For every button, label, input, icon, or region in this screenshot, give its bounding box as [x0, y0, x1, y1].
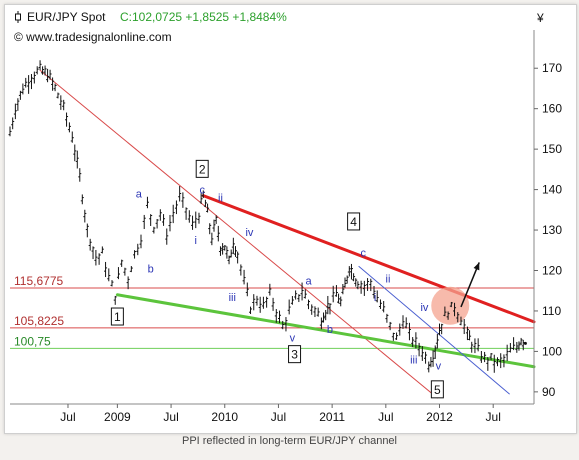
currency-symbol: ¥: [536, 11, 544, 25]
sub-wave-label: c: [199, 185, 205, 197]
wave-count-label: 4: [350, 215, 357, 229]
y-tick-label: 160: [542, 102, 562, 116]
wave-count-label: 1: [114, 310, 121, 324]
y-tick-label: 90: [542, 385, 556, 399]
price-level-label: 100,75: [14, 334, 51, 348]
quote-readout: C:102,0725 +1,8525 +1,8484%: [120, 10, 287, 24]
price-series: [8, 60, 527, 373]
y-tick-label: 150: [542, 142, 562, 156]
price-level-label: 105,8225: [14, 314, 64, 328]
blue-trend-line: [358, 265, 510, 395]
sub-wave-label: v: [290, 332, 296, 344]
sub-wave-label: a: [305, 276, 312, 288]
arrow-head: [473, 262, 480, 271]
sub-wave-label: ii: [386, 274, 391, 286]
y-tick-label: 130: [542, 223, 562, 237]
wave-count-label: 5: [434, 383, 441, 397]
sub-wave-label: a: [136, 189, 143, 201]
sub-wave-label: i: [374, 292, 376, 304]
source-credit: © www.tradesignalonline.com: [14, 30, 172, 44]
wave-box: [347, 212, 361, 231]
last-price-point: [523, 341, 527, 345]
wave-box: [110, 307, 124, 326]
chart-header: EUR/JPY Spot C:102,0725 +1,8525 +1,8484%…: [14, 10, 544, 44]
x-tick-label: Jul: [378, 410, 393, 424]
red-channel-line: [201, 194, 536, 324]
x-tick-label: Jul: [163, 410, 178, 424]
sub-wave-label: v: [436, 361, 442, 373]
wave-count-label: 2: [199, 162, 206, 176]
instrument-title: EUR/JPY Spot: [27, 10, 106, 24]
wave-box: [288, 345, 302, 364]
axes: 90 100 110 120 130 140 150 160 170 Jul 2009 Jul 2010…: [10, 30, 562, 424]
x-tick-label: 2012: [426, 410, 453, 424]
y-tick-label: 170: [542, 61, 562, 75]
sub-wave-label: b: [148, 263, 154, 275]
sub-wave-label: ii: [218, 193, 223, 205]
x-tick-label: Jul: [486, 410, 501, 424]
y-tick-label: 100: [542, 344, 562, 358]
thin-red-diagonal: [39, 69, 438, 399]
bar-chart-icon: [15, 11, 21, 23]
sub-wave-label: i: [195, 235, 197, 247]
sub-wave-label: c: [361, 247, 367, 259]
sub-wave-label: iii: [410, 355, 417, 367]
x-tick-label: Jul: [271, 410, 286, 424]
sub-wave-label: iv: [420, 302, 428, 314]
wave-box: [430, 380, 444, 399]
green-channel-line: [115, 293, 536, 369]
chart-caption: PPI reflected in long-term EUR/JPY chann…: [181, 435, 397, 447]
x-tick-label: Jul: [60, 410, 75, 424]
y-tick-label: 120: [542, 264, 562, 278]
x-tick-label: 2011: [319, 410, 345, 424]
y-tick-label: 110: [542, 304, 561, 318]
x-tick-label: 2010: [211, 410, 238, 424]
wave-count-label: 3: [291, 348, 298, 362]
sub-wave-label: iv: [245, 227, 253, 239]
breakout-arrow: [460, 262, 480, 308]
x-tick-label: 2009: [104, 410, 131, 424]
sub-wave-label: iii: [229, 292, 236, 304]
price-level-label: 115,6775: [14, 274, 63, 288]
wave-box: [195, 159, 209, 178]
y-tick-label: 140: [542, 183, 562, 197]
sub-wave-label: b: [327, 324, 333, 336]
